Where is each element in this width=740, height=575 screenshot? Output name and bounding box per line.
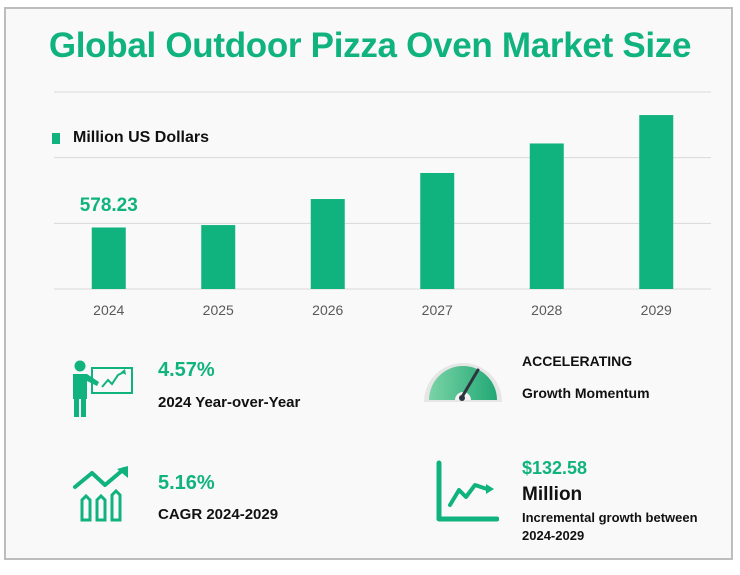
x-tick-label: 2025 (203, 302, 234, 318)
incremental-value: $132.58 (522, 458, 588, 478)
x-tick-label: 2029 (641, 302, 672, 318)
bar-2024 (91, 227, 126, 289)
x-tick-label: 2027 (422, 302, 453, 318)
x-tick-label: 2024 (93, 302, 124, 318)
x-tick-label: 2028 (531, 302, 562, 318)
cagr-label: CAGR 2024-2029 (158, 506, 279, 523)
cagr-value: 5.16% (158, 472, 215, 494)
momentum-value: ACCELERATING (522, 353, 633, 369)
bar-2029 (639, 115, 674, 289)
yoy-value: 4.57% (158, 359, 215, 381)
legend-swatch (52, 132, 60, 144)
legend-label: Million US Dollars (73, 129, 210, 146)
chart-legend: Million US Dollars (52, 129, 209, 147)
incremental-unit: Million (522, 484, 583, 505)
yoy-label: 2024 Year-over-Year (158, 394, 301, 411)
bar-growth-arrow-icon (73, 466, 128, 522)
page-title: Global Outdoor Pizza Oven Market Size (48, 26, 692, 65)
speedometer-gauge-icon (424, 363, 502, 402)
incremental-label-line1: Incremental growth between (522, 510, 698, 525)
bar-2027 (420, 172, 455, 289)
bar-2026 (310, 199, 345, 289)
line-chart-arrow-icon (436, 460, 499, 522)
data-label-2024: 578.23 (80, 195, 138, 216)
momentum-label: Growth Momentum (522, 385, 650, 401)
x-tick-label: 2026 (312, 302, 343, 318)
bar-2025 (201, 225, 236, 289)
presenter-chart-icon (73, 360, 133, 417)
incremental-label-line2: 2024-2029 (522, 528, 585, 543)
bar-chart: 2024 2025 2026 2027 2028 2029 578.23 (54, 91, 711, 318)
bar-2028 (529, 143, 564, 289)
